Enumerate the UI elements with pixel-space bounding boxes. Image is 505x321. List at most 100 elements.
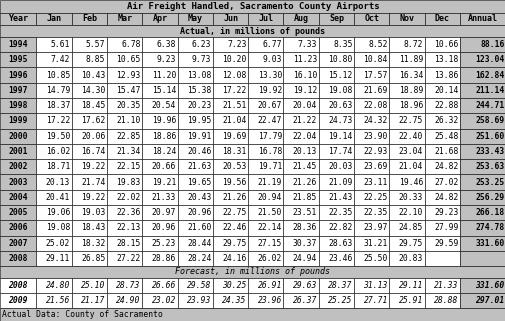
Bar [318,251,353,266]
Bar [107,251,142,266]
Bar [283,37,318,52]
Bar [354,205,389,220]
Bar [459,278,505,293]
Bar [36,278,72,293]
Bar [72,278,107,293]
Text: 19.95: 19.95 [187,117,211,126]
Text: 5.61: 5.61 [50,40,70,49]
Text: 27.99: 27.99 [433,223,458,232]
Text: 20.97: 20.97 [152,208,176,217]
Bar [318,129,353,144]
Bar [177,129,213,144]
Text: 20.04: 20.04 [292,101,317,110]
Bar [107,190,142,205]
Bar [107,174,142,190]
Text: 2002: 2002 [9,162,28,171]
Text: 266.18: 266.18 [474,208,503,217]
Text: 21.04: 21.04 [398,162,422,171]
Text: Jan: Jan [46,14,62,23]
Text: Actual Data: County of Sacramento: Actual Data: County of Sacramento [2,310,163,319]
Text: 24.90: 24.90 [116,296,140,305]
Bar [0,266,505,278]
Bar [0,220,36,236]
Text: 23.97: 23.97 [363,223,387,232]
Bar [283,190,318,205]
Bar [424,174,459,190]
Text: 21.34: 21.34 [116,147,140,156]
Bar [72,293,107,308]
Text: 20.13: 20.13 [46,178,70,187]
Text: 18.24: 18.24 [152,147,176,156]
Bar [142,52,177,67]
Text: 19.08: 19.08 [46,223,70,232]
Bar [142,174,177,190]
Bar [0,37,36,52]
Text: 24.82: 24.82 [433,162,458,171]
Bar [72,83,107,98]
Text: Air Freight Handled, Sacramento County Airports: Air Freight Handled, Sacramento County A… [126,2,379,11]
Text: 20.83: 20.83 [398,254,422,263]
Text: Annual: Annual [467,14,497,23]
Text: 21.10: 21.10 [116,117,140,126]
Text: 19.22: 19.22 [81,162,105,171]
Text: 27.71: 27.71 [363,296,387,305]
Bar [247,37,283,52]
Bar [36,37,72,52]
Text: 21.69: 21.69 [363,86,387,95]
Bar [283,52,318,67]
Text: 211.14: 211.14 [474,86,503,95]
Bar [354,236,389,251]
Text: 10.66: 10.66 [433,40,458,49]
Text: 21.43: 21.43 [328,193,352,202]
Text: 16.34: 16.34 [398,71,422,80]
Bar [36,205,72,220]
Bar [247,159,283,174]
Text: 253.25: 253.25 [474,178,503,187]
Text: 2006: 2006 [9,223,28,232]
Bar [459,190,505,205]
Bar [177,251,213,266]
Text: 6.38: 6.38 [156,40,176,49]
Bar [0,159,36,174]
Bar [459,113,505,129]
Bar [247,220,283,236]
Bar [213,236,247,251]
Text: 29.11: 29.11 [46,254,70,263]
Bar [247,205,283,220]
Text: 19.91: 19.91 [187,132,211,141]
Bar [283,293,318,308]
Text: 20.06: 20.06 [81,132,105,141]
Text: 19.56: 19.56 [222,178,246,187]
Text: 22.35: 22.35 [328,208,352,217]
Bar [0,13,36,25]
Text: 23.11: 23.11 [363,178,387,187]
Text: 25.10: 25.10 [81,281,105,290]
Bar [424,98,459,113]
Bar [389,37,424,52]
Bar [389,144,424,159]
Bar [142,129,177,144]
Text: 18.31: 18.31 [222,147,246,156]
Bar [177,159,213,174]
Bar [107,205,142,220]
Text: 24.32: 24.32 [363,117,387,126]
Text: 2003: 2003 [9,178,28,187]
Bar [459,293,505,308]
Bar [424,144,459,159]
Text: 19.96: 19.96 [152,117,176,126]
Bar [424,293,459,308]
Text: 22.08: 22.08 [363,101,387,110]
Bar [318,37,353,52]
Bar [213,174,247,190]
Bar [72,13,107,25]
Bar [389,174,424,190]
Bar [72,113,107,129]
Bar [213,205,247,220]
Text: 26.32: 26.32 [433,117,458,126]
Bar [36,113,72,129]
Bar [389,293,424,308]
Bar [0,190,36,205]
Text: 25.48: 25.48 [433,132,458,141]
Text: 20.03: 20.03 [328,162,352,171]
Bar [0,67,36,83]
